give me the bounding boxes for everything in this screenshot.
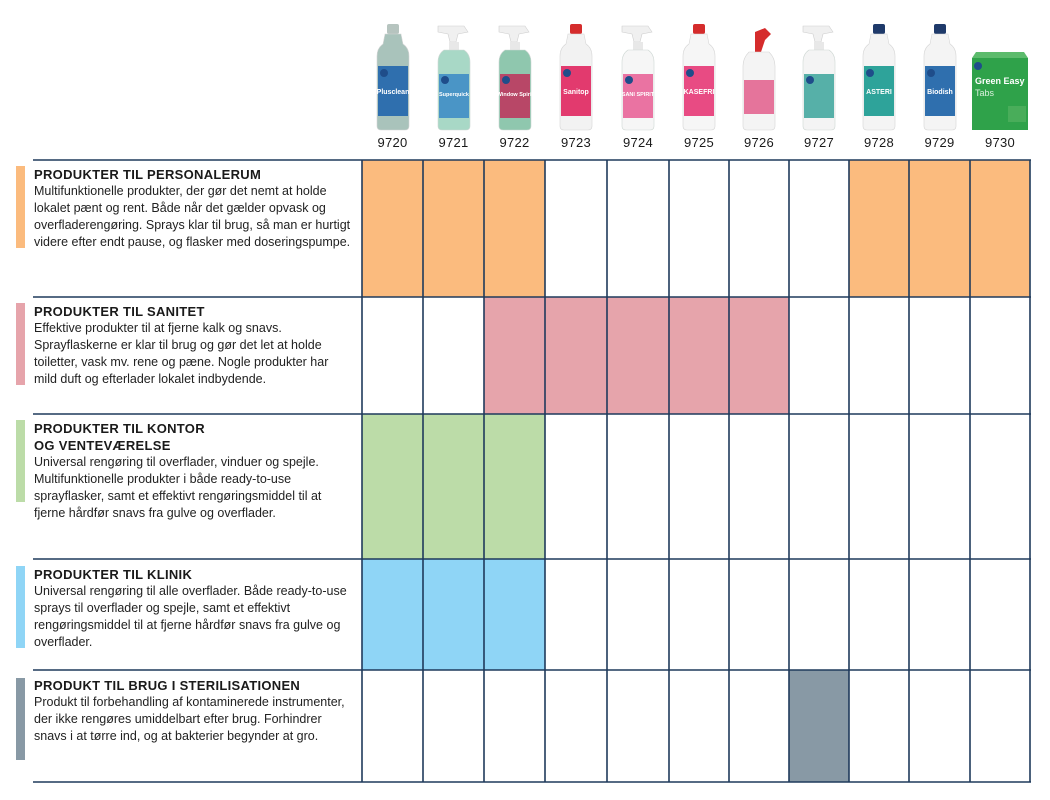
category-title: PRODUKT TIL BRUG I STERILISATIONEN [34, 678, 301, 693]
product-label-9729: Biodish [927, 89, 953, 96]
category-color-bar [16, 678, 25, 760]
spray-bottle-icon: Superquick [437, 25, 470, 131]
category-row: PRODUKTER TIL KONTOR OG VENTEVÆRELSE Univ… [34, 420, 352, 522]
category-color-bar [16, 420, 25, 502]
product-code: 9727 [803, 135, 835, 150]
matrix-cell-filled [970, 160, 1030, 297]
matrix-cell-filled [423, 160, 484, 297]
product-9724: SANI SPIRIT 9724 [608, 18, 668, 160]
product-code: 9722 [499, 135, 530, 150]
matrix-cell-filled [849, 160, 909, 297]
category-row: PRODUKTER TIL PERSONALERUM Multifunktione… [34, 166, 352, 251]
product-label-9722: Window Spirit [496, 92, 533, 98]
matrix-cell-filled [362, 414, 423, 559]
product-9720: Plusclean 9720 [363, 18, 423, 160]
product-9728: ASTERI 9728 [849, 18, 909, 160]
product-label-9728: ASTERI [866, 89, 892, 96]
spray-bottle-icon [802, 25, 836, 131]
product-code: 9726 [743, 135, 775, 150]
bottle-icon: Biodish [923, 24, 956, 131]
product-9730: Green Easy Tabs 9730 [970, 18, 1030, 160]
spray-bottle-icon: SANI SPIRIT [621, 25, 655, 131]
product-label-9720: Plusclean [376, 89, 409, 96]
matrix-cell-filled [484, 414, 545, 559]
category-description: Multifunktionelle produkter, der gør det… [34, 184, 351, 249]
product-label-9724: SANI SPIRIT [622, 92, 655, 98]
category-title: PRODUKTER TIL SANITET [34, 304, 205, 319]
matrix-cell-filled [362, 559, 423, 670]
product-9726: 9726 [729, 18, 789, 160]
matrix-cell-filled [545, 297, 607, 414]
product-code: 9725 [683, 135, 715, 150]
bottle-icon: Plusclean [376, 24, 409, 131]
product-header-row: Plusclean 9720 Superquick 9721 Window Spirit… [0, 0, 1050, 160]
product-9721: Superquick 9721 [424, 18, 484, 160]
matrix-cell-filled [362, 160, 423, 297]
category-color-bar [16, 166, 25, 248]
product-9723: Sanitop 9723 [546, 18, 606, 160]
category-row: PRODUKT TIL BRUG I STERILISATIONEN Produk… [34, 677, 352, 745]
matrix-cell-filled [484, 559, 545, 670]
category-description: Universal rengøring til overflader, vind… [34, 455, 322, 520]
product-sublabel-9730: Tabs [975, 88, 995, 98]
category-row: PRODUKTER TIL KLINIK Universal rengøring … [34, 566, 352, 651]
category-color-bar [16, 566, 25, 648]
category-title: PRODUKTER TIL KLINIK [34, 567, 193, 582]
product-label-9725: KASEFRI [684, 89, 715, 96]
matrix-cell-filled [909, 160, 970, 297]
matrix-cell-filled [423, 414, 484, 559]
matrix-cell-filled [423, 559, 484, 670]
spray-bottle-icon: Window Spirit [496, 25, 533, 131]
product-code: 9720 [377, 135, 408, 150]
category-title: PRODUKTER TIL PERSONALERUM [34, 167, 262, 182]
product-code: 9730 [984, 135, 1016, 150]
category-description: Universal rengøring til alle overflader.… [34, 584, 347, 649]
product-9727: 9727 [789, 18, 849, 160]
matrix-cell-filled [607, 297, 669, 414]
product-9729: Biodish 9729 [910, 18, 970, 160]
product-code: 9728 [863, 135, 895, 150]
bottle-icon: KASEFRI [682, 24, 716, 131]
box-icon: Green Easy Tabs [972, 52, 1028, 130]
category-description: Produkt til forbehandling af kontaminere… [34, 695, 345, 743]
category-description: Effektive produkter til at fjerne kalk o… [34, 321, 329, 386]
category-row: PRODUKTER TIL SANITET Effektive produkter… [34, 303, 352, 388]
matrix-cell-filled [669, 297, 729, 414]
product-code: 9723 [560, 135, 592, 150]
product-9725: KASEFRI 9725 [669, 18, 729, 160]
product-label-9723: Sanitop [563, 89, 589, 96]
product-label-9721: Superquick [439, 92, 470, 98]
product-label-9730: Green Easy [975, 76, 1025, 86]
bottle-icon: Sanitop [559, 24, 593, 131]
product-9722: Window Spirit 9722 [485, 18, 545, 160]
category-color-bar [16, 303, 25, 385]
product-code: 9721 [438, 135, 469, 150]
product-code: 9729 [924, 135, 955, 150]
matrix-cell-filled [729, 297, 789, 414]
category-title: PRODUKTER TIL KONTOR OG VENTEVÆRELSE [34, 421, 205, 453]
matrix-cell-filled [789, 670, 849, 782]
bottle-icon: ASTERI [862, 24, 896, 131]
product-code: 9724 [622, 135, 654, 150]
matrix-cell-filled [484, 160, 545, 297]
matrix-cell-filled [484, 297, 545, 414]
toilet-cleaner-bottle-icon [742, 28, 776, 131]
